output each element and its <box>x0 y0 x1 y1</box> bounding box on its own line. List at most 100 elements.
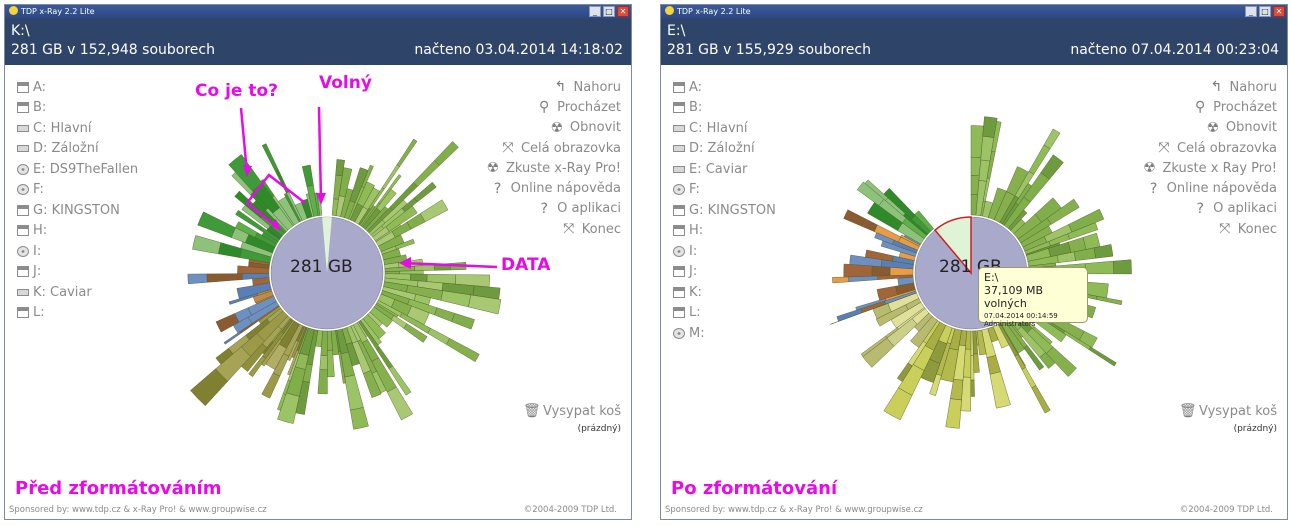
drive-item[interactable]: G: KINGSTON <box>673 200 776 221</box>
sunburst-segment[interactable] <box>843 263 873 278</box>
sunburst-segment[interactable] <box>190 368 228 407</box>
sunburst-segment[interactable] <box>419 199 449 223</box>
sunburst-segment[interactable] <box>1084 260 1114 275</box>
drive-item[interactable]: C: Hlavní <box>673 118 776 139</box>
sunburst-segment[interactable] <box>986 355 1001 375</box>
sunburst-segment[interactable] <box>883 387 913 421</box>
drive-item[interactable]: E: Caviar <box>673 159 776 180</box>
drive-item[interactable]: H: <box>17 221 138 242</box>
action-cel-obrazovka[interactable]: ⤧ Celá obrazovka <box>485 138 621 158</box>
free-space-slice[interactable] <box>322 217 332 273</box>
action-o-aplikaci[interactable]: ? O aplikaci <box>1142 199 1277 219</box>
sunburst-segment[interactable] <box>451 313 475 330</box>
action-zkuste-x-ray-pro-[interactable]: ☢ Zkuste x Ray Pro! <box>1142 158 1277 178</box>
sunburst-segment[interactable] <box>1021 367 1037 389</box>
sunburst-segment[interactable] <box>832 276 849 284</box>
sunburst-segment[interactable] <box>836 308 863 322</box>
sunburst-segment[interactable] <box>843 209 878 232</box>
sunburst-segment[interactable] <box>876 285 898 301</box>
sunburst-segment[interactable] <box>970 355 975 381</box>
sunburst-segment[interactable] <box>248 355 267 378</box>
drive-item[interactable]: A: <box>673 77 776 98</box>
sunburst-segment[interactable] <box>260 179 275 198</box>
sunburst-segment[interactable] <box>1113 259 1132 275</box>
sunburst-segment[interactable] <box>350 407 369 430</box>
drive-item[interactable]: G: KINGSTON <box>17 200 138 221</box>
sunburst-segment[interactable] <box>1043 128 1061 150</box>
sunburst-segment[interactable] <box>860 335 888 357</box>
sunburst-segment[interactable] <box>1088 346 1117 367</box>
minimize-button[interactable]: _ <box>1245 6 1257 17</box>
sunburst-segment[interactable] <box>386 386 414 421</box>
action-obnovit[interactable]: ☢ Obnovit <box>1142 118 1277 138</box>
action-konec[interactable]: ⤧ Konec <box>1142 219 1277 239</box>
sunburst-segment[interactable] <box>187 273 208 285</box>
action-o-aplikaci[interactable]: ? O aplikaci <box>485 199 621 219</box>
drive-item[interactable]: A: <box>17 77 138 98</box>
sunburst-segment[interactable] <box>1096 296 1123 306</box>
sunburst-segment[interactable] <box>1046 198 1080 225</box>
drive-item[interactable]: H: <box>673 221 776 242</box>
sunburst-segment[interactable] <box>301 164 314 187</box>
sunburst-segment[interactable] <box>950 378 964 401</box>
drive-item[interactable]: L: <box>673 303 776 324</box>
sunburst-segment[interactable] <box>991 121 1002 153</box>
sunburst-segment[interactable] <box>192 235 222 255</box>
sunburst-segment[interactable] <box>1067 222 1099 240</box>
close-button[interactable]: ✕ <box>1273 6 1285 17</box>
drive-item[interactable]: E: DS9TheFallen <box>17 159 138 180</box>
sunburst-segment[interactable] <box>317 369 328 395</box>
maximize-button[interactable]: □ <box>1259 6 1271 17</box>
drive-item[interactable]: C: Hlavní <box>17 118 138 139</box>
sunburst-segment[interactable] <box>1031 385 1051 414</box>
sunburst-segment[interactable] <box>897 362 913 382</box>
sponsor-text[interactable]: Sponsored by: www.tdp.cz & x-Ray Pro! & … <box>665 505 923 515</box>
action-konec[interactable]: ⤧ Konec <box>485 219 621 239</box>
action-online-n-pov-da[interactable]: ? Online nápověda <box>485 178 621 198</box>
drive-item[interactable]: J: <box>673 262 776 283</box>
action-proch-zet[interactable]: ⚲ Procházet <box>1142 97 1277 117</box>
sunburst-segment[interactable] <box>973 353 980 373</box>
sunburst-segment[interactable] <box>403 323 428 343</box>
sunburst-segment[interactable] <box>970 379 975 397</box>
sunburst-segment[interactable] <box>865 249 894 262</box>
empty-trash[interactable]: 🗑 Vysypat koš (prázdný) <box>523 403 621 434</box>
sunburst-segment[interactable] <box>1093 244 1114 259</box>
sunburst-segment[interactable] <box>1040 154 1064 180</box>
sunburst-segment[interactable] <box>396 138 418 167</box>
sunburst-segment[interactable] <box>446 338 480 362</box>
sunburst-chart[interactable] <box>661 5 1288 520</box>
maximize-button[interactable]: □ <box>603 6 615 17</box>
sunburst-segment[interactable] <box>413 181 437 203</box>
drive-item[interactable]: F: <box>673 180 776 201</box>
drive-item[interactable]: J: <box>17 262 138 283</box>
action-zkuste-x-ray-pro-[interactable]: ☢ Zkuste x-Ray Pro! <box>485 158 621 178</box>
sunburst-segment[interactable] <box>883 188 903 207</box>
minimize-button[interactable]: _ <box>589 6 601 17</box>
sunburst-segment[interactable] <box>1039 352 1056 369</box>
sunburst-segment[interactable] <box>468 294 502 315</box>
drive-item[interactable]: I: <box>673 241 776 262</box>
sunburst-segment[interactable] <box>215 347 234 365</box>
sunburst-segment[interactable] <box>261 372 281 399</box>
close-button[interactable]: ✕ <box>617 6 629 17</box>
drive-item[interactable]: B: <box>17 98 138 119</box>
sunburst-segment[interactable] <box>261 143 279 172</box>
drive-item[interactable]: I: <box>17 241 138 262</box>
action-nahoru[interactable]: ↰ Nahoru <box>485 77 621 97</box>
sponsor-text[interactable]: Sponsored by: www.tdp.cz & x-Ray Pro! & … <box>9 505 267 515</box>
drive-item[interactable]: K: <box>673 282 776 303</box>
sunburst-segment[interactable] <box>945 398 962 429</box>
empty-trash[interactable]: 🗑 Vysypat koš (prázdný) <box>1179 403 1277 434</box>
sunburst-segment[interactable] <box>871 265 891 277</box>
sunburst-segment[interactable] <box>434 141 459 166</box>
sunburst-segment[interactable] <box>989 371 1011 409</box>
sunburst-segment[interactable] <box>235 221 258 238</box>
sunburst-segment[interactable] <box>388 365 412 396</box>
sunburst-segment[interactable] <box>914 210 934 232</box>
sunburst-segment[interactable] <box>215 313 240 333</box>
action-online-n-pov-da[interactable]: ? Online nápověda <box>1142 178 1277 198</box>
sunburst-segment[interactable] <box>277 393 287 411</box>
action-proch-zet[interactable]: ⚲ Procházet <box>485 97 621 117</box>
drive-item[interactable]: D: Záložní <box>673 139 776 160</box>
